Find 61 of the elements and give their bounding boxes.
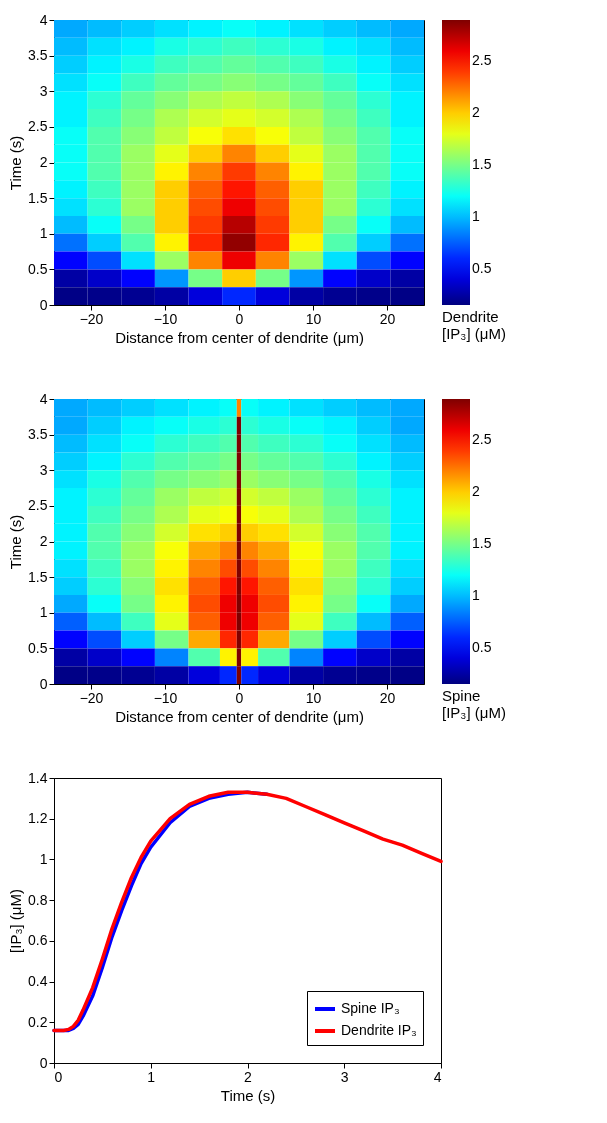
x-tick-label: 20: [379, 310, 396, 327]
color-bar-label: 2.5: [472, 431, 492, 448]
y-tick-label: 0: [39, 296, 48, 313]
y-tick-label: 2: [39, 154, 48, 170]
x-axis-title: Time (s): [220, 1086, 276, 1104]
y-axis-title: [IP₃] (μM): [7, 889, 25, 953]
y-tick-label: 3: [39, 461, 48, 478]
y-tick-label: 3.5: [28, 426, 48, 443]
y-tick-label: 3.5: [28, 47, 48, 64]
color-bar-label: 1: [472, 586, 480, 603]
x-tick-label: 0: [235, 689, 244, 706]
x-tick-label: 1: [147, 1068, 156, 1085]
color-bar-label: 2.5: [472, 52, 492, 69]
x-tick-label: 10: [305, 310, 322, 327]
color-bar-label: 1.5: [472, 535, 492, 552]
x-tick-label: 0: [235, 310, 244, 327]
color-bar-title: Dendrite [IP₃] (μM): [442, 308, 506, 342]
y-tick-label: 1: [39, 850, 48, 867]
y-axis-title: Time (s): [7, 514, 25, 570]
legend-label: Spine IP₃: [341, 1000, 400, 1016]
x-tick-label: 20: [379, 689, 396, 706]
y-tick-label: 1.5: [28, 568, 48, 585]
y-tick-label: 1.4: [28, 769, 48, 786]
color-bar-label: 0.5: [472, 259, 492, 276]
color-bar-label: 2: [472, 104, 480, 121]
color-bar-label: 1.5: [472, 156, 492, 173]
y-tick-label: 2.5: [28, 497, 48, 514]
x-axis-title: Distance from center of dendrite (μm): [115, 328, 364, 346]
x-tick-label: 4: [433, 1068, 442, 1085]
color-bar-title: Spine [IP₃] (μM): [442, 687, 506, 721]
x-tick-label: 3: [340, 1068, 349, 1085]
y-tick-label: 1: [39, 604, 48, 621]
x-tick-label: 0: [54, 1068, 63, 1085]
y-tick-label: 1: [39, 225, 48, 242]
color-bar-label: 1: [472, 207, 480, 224]
y-tick-label: 1.2: [28, 810, 48, 827]
x-tick-label: 10: [305, 689, 322, 706]
y-tick-label: 0.6: [28, 932, 48, 949]
color-bar-label: 2: [472, 483, 480, 500]
y-tick-label: 2.5: [28, 118, 48, 135]
x-tick-label: −20: [79, 310, 104, 327]
y-tick-label: 0.8: [28, 891, 48, 908]
x-tick-label: 2: [244, 1068, 253, 1085]
x-tick-label: −20: [79, 689, 104, 706]
x-tick-label: −10: [153, 310, 178, 327]
color-bar-label: 0.5: [472, 638, 492, 655]
y-tick-label: 0: [39, 675, 48, 692]
y-axis-title: Time (s): [7, 135, 25, 191]
y-tick-label: 0: [39, 1054, 48, 1071]
legend-label: Dendrite IP₃: [341, 1022, 417, 1038]
y-tick-label: 3: [39, 82, 48, 99]
y-tick-label: 0.2: [28, 1013, 48, 1030]
x-tick-label: −10: [153, 689, 178, 706]
y-tick-label: 0.5: [28, 639, 48, 656]
y-tick-label: 0.5: [28, 260, 48, 277]
y-tick-label: 1.5: [28, 189, 48, 206]
y-tick-label: 4: [39, 390, 48, 407]
x-axis-title: Distance from center of dendrite (μm): [115, 707, 364, 725]
y-tick-label: 0.4: [28, 973, 48, 990]
y-tick-label: 4: [39, 11, 48, 28]
y-tick-label: 2: [39, 533, 48, 549]
